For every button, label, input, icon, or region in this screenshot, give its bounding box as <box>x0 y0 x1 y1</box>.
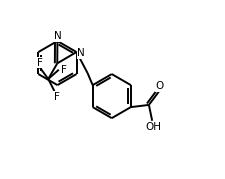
Text: F: F <box>37 58 43 68</box>
Text: N: N <box>54 31 61 41</box>
Text: O: O <box>156 81 164 91</box>
Text: N: N <box>77 48 85 58</box>
Text: OH: OH <box>145 122 161 132</box>
Text: F: F <box>61 65 67 75</box>
Text: F: F <box>54 92 60 102</box>
